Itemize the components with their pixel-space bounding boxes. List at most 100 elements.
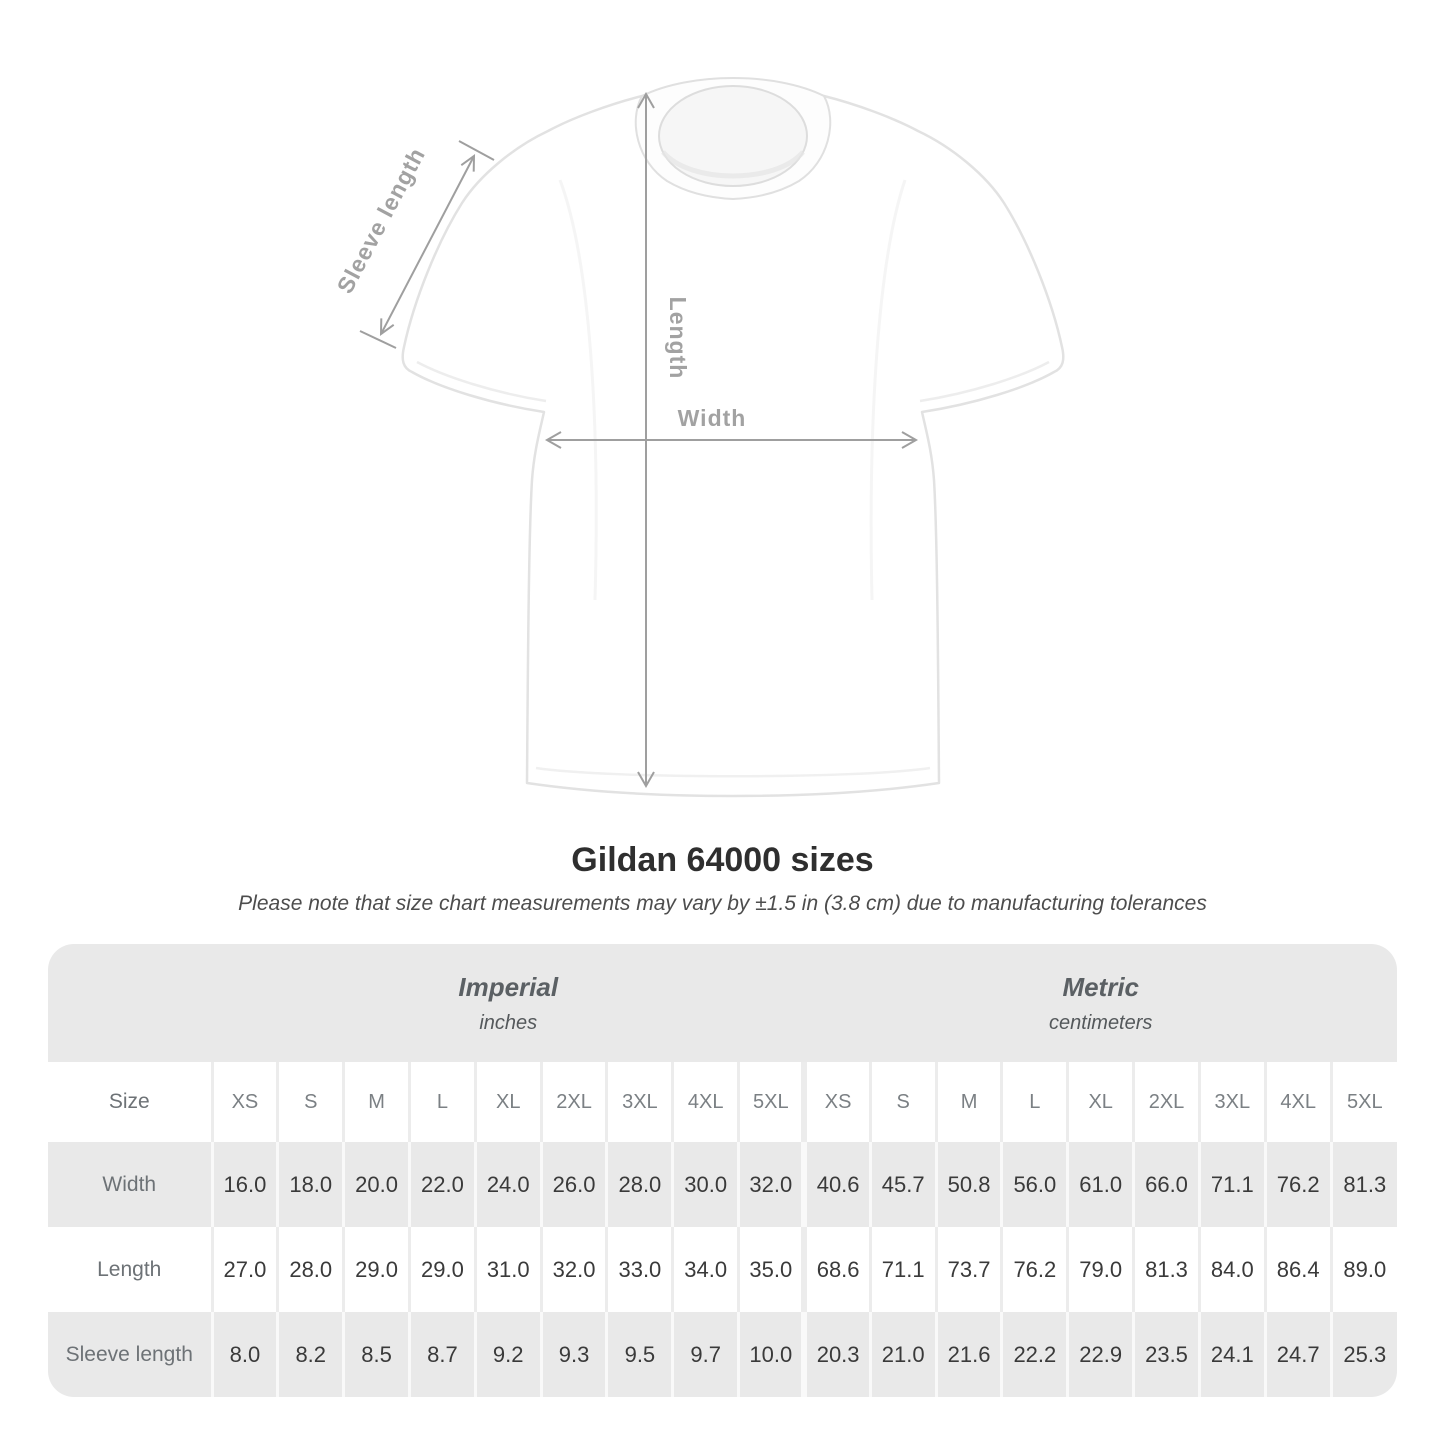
imperial-unit: inches <box>479 1011 538 1034</box>
table-cell: 28.0 <box>276 1227 344 1312</box>
table-cell: 8.0 <box>210 1312 278 1397</box>
table-cell: 68.6 <box>801 1227 871 1312</box>
size-header: 2XL <box>539 1062 607 1142</box>
size-header: 3XL <box>605 1062 673 1142</box>
table-row-length: Length 27.0 28.0 29.0 29.0 31.0 32.0 33.… <box>48 1227 1397 1312</box>
table-cell: 28.0 <box>605 1142 673 1227</box>
imperial-header: Imperial inches <box>212 944 805 1062</box>
row-label: Width <box>48 1142 212 1227</box>
table-cell: 32.0 <box>737 1142 805 1227</box>
unit-band-corner <box>48 944 212 1062</box>
table-cell: 79.0 <box>1066 1227 1134 1312</box>
table-cell: 89.0 <box>1329 1227 1397 1312</box>
table-cell: 35.0 <box>737 1227 805 1312</box>
table-cell: 26.0 <box>539 1142 607 1227</box>
table-cell: 29.0 <box>407 1227 476 1312</box>
row-label: Sleeve length <box>48 1312 212 1397</box>
page-title: Gildan 64000 sizes <box>571 841 874 879</box>
table-cell: 34.0 <box>671 1227 739 1312</box>
table-cell: 20.3 <box>801 1312 871 1397</box>
table-row-width: Width 16.0 18.0 20.0 22.0 24.0 26.0 28.0… <box>48 1142 1397 1227</box>
size-header: 2XL <box>1132 1062 1200 1142</box>
imperial-name: Imperial <box>458 971 559 1002</box>
table-cell: 22.2 <box>1000 1312 1068 1397</box>
table-cell: 8.5 <box>342 1312 410 1397</box>
table-cell: 9.7 <box>671 1312 739 1397</box>
table-cell: 21.0 <box>868 1312 937 1397</box>
table-cell: 18.0 <box>276 1142 344 1227</box>
table-cell: 76.2 <box>1263 1142 1332 1227</box>
table-cell: 9.2 <box>473 1312 542 1397</box>
table-cell: 24.0 <box>473 1142 542 1227</box>
table-cell: 24.7 <box>1263 1312 1332 1397</box>
size-header-row: Size XS S M L XL 2XL 3XL 4XL 5XL XS S M … <box>48 1062 1397 1142</box>
table-cell: 76.2 <box>1000 1227 1068 1312</box>
table-cell: 22.0 <box>407 1142 476 1227</box>
sleeve-length-arrow <box>359 140 495 349</box>
size-header: S <box>276 1062 344 1142</box>
metric-name: Metric <box>1062 971 1140 1002</box>
table-cell: 27.0 <box>210 1227 278 1312</box>
metric-header: Metric centimeters <box>804 944 1397 1062</box>
size-table: Imperial inches Metric centimeters Size … <box>48 944 1397 1397</box>
table-cell: 22.9 <box>1066 1312 1134 1397</box>
row-label: Length <box>48 1227 212 1312</box>
table-cell: 45.7 <box>868 1142 937 1227</box>
table-cell: 24.1 <box>1197 1312 1266 1397</box>
table-cell: 16.0 <box>210 1142 278 1227</box>
sleeve-length-label: Sleeve length <box>332 143 431 298</box>
size-header: XS <box>801 1062 871 1142</box>
table-cell: 33.0 <box>605 1227 673 1312</box>
size-header: XS <box>210 1062 278 1142</box>
table-cell: 9.3 <box>539 1312 607 1397</box>
table-cell: 71.1 <box>868 1227 937 1312</box>
size-header: M <box>342 1062 410 1142</box>
tshirt-collar <box>634 76 832 201</box>
table-cell: 9.5 <box>605 1312 673 1397</box>
size-header: 4XL <box>671 1062 739 1142</box>
table-cell: 50.8 <box>934 1142 1002 1227</box>
table-cell: 71.1 <box>1197 1142 1266 1227</box>
table-cell: 31.0 <box>473 1227 542 1312</box>
table-cell: 25.3 <box>1329 1312 1397 1397</box>
length-label: Length <box>665 297 691 380</box>
table-cell: 81.3 <box>1132 1227 1200 1312</box>
shirt-diagram-section: Length Width Sleeve length <box>332 76 1065 798</box>
size-header: XL <box>473 1062 542 1142</box>
table-cell: 23.5 <box>1132 1312 1200 1397</box>
tshirt-illustration: Length Width Sleeve length <box>332 76 1065 798</box>
size-header: XL <box>1066 1062 1134 1142</box>
size-header: M <box>934 1062 1002 1142</box>
table-cell: 8.7 <box>407 1312 476 1397</box>
table-cell: 66.0 <box>1132 1142 1200 1227</box>
size-header: 4XL <box>1263 1062 1332 1142</box>
table-cell: 21.6 <box>934 1312 1002 1397</box>
table-cell: 40.6 <box>801 1142 871 1227</box>
size-header: L <box>1000 1062 1068 1142</box>
table-cell: 10.0 <box>737 1312 805 1397</box>
table-cell: 86.4 <box>1263 1227 1332 1312</box>
table-cell: 32.0 <box>539 1227 607 1312</box>
table-cell: 20.0 <box>342 1142 410 1227</box>
size-header: 5XL <box>737 1062 805 1142</box>
table-cell: 81.3 <box>1329 1142 1397 1227</box>
table-cell: 56.0 <box>1000 1142 1068 1227</box>
width-arrow <box>544 431 919 449</box>
table-cell: 29.0 <box>342 1227 410 1312</box>
table-row-sleeve-length: Sleeve length 8.0 8.2 8.5 8.7 9.2 9.3 9.… <box>48 1312 1397 1397</box>
table-cell: 8.2 <box>276 1312 344 1397</box>
table-cell: 61.0 <box>1066 1142 1134 1227</box>
tolerance-note: Please note that size chart measurements… <box>238 892 1207 915</box>
metric-unit: centimeters <box>1049 1011 1153 1034</box>
unit-band-row: Imperial inches Metric centimeters <box>48 944 1397 1062</box>
size-header: L <box>407 1062 476 1142</box>
size-table-container: Imperial inches Metric centimeters Size … <box>48 944 1397 1397</box>
table-cell: 84.0 <box>1197 1227 1266 1312</box>
table-cell: 73.7 <box>934 1227 1002 1312</box>
size-header: 5XL <box>1329 1062 1397 1142</box>
size-header: S <box>868 1062 937 1142</box>
size-header: 3XL <box>1197 1062 1266 1142</box>
measurement-annotations <box>359 91 919 789</box>
table-cell: 30.0 <box>671 1142 739 1227</box>
width-label: Width <box>678 405 747 431</box>
